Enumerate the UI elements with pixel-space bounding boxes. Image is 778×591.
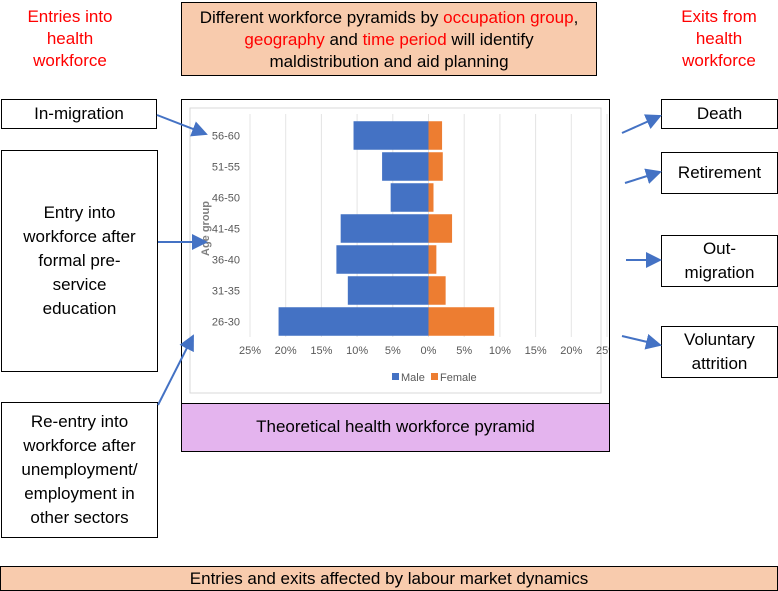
entry-box-formal-education-line: formal pre- [38,251,121,270]
y-tick-label: 36-40 [212,255,240,267]
arrow-death [621,114,662,134]
exit-box-death-text: Death [697,102,742,126]
exit-box-retirement-line: Retirement [677,163,762,182]
bar-female [428,307,495,336]
exit-box-death-line: Death [696,104,743,123]
x-tick-label: 25% [596,345,609,357]
bar-female [428,276,446,305]
exit-box-voluntary-attrition-line: attrition [691,354,748,373]
header-text: , [573,8,579,27]
bar-female [428,121,443,150]
x-tick-label: 20% [560,345,582,357]
bar-male [278,307,429,336]
x-tick-label: 5% [385,345,401,357]
exit-box-voluntary-attrition: Voluntary attrition [661,326,778,378]
entry-box-in-migration-text: In-migration [34,102,124,126]
exit-box-death: Death [661,99,778,129]
x-tick-label: 5% [456,345,472,357]
exits-header-line: health [695,29,743,48]
exit-box-retirement-text: Retirement [678,161,761,185]
pyramid-frame: 25% 20% 15% 10% 5% 0% 5% 10% 15% 20% 25% 56-60 51-55… [181,99,610,452]
exit-box-out-migration-line: migration [684,263,755,282]
exit-box-out-migration-line: Out- [702,239,737,258]
x-tick-label: 0% [421,345,437,357]
y-tick-label: 51-55 [212,162,240,174]
bar-male [382,152,429,181]
arrow-retirement [624,168,662,184]
entry-box-re-entry-line: employment in [24,484,135,503]
x-tick-label: 15% [525,345,547,357]
header-highlight: occupation group [443,8,574,27]
bar-female [428,214,453,243]
x-tick-label: 10% [489,345,511,357]
arrow-voluntary-attrition [621,333,662,350]
header-banner-line: geography and time period will identify [182,29,596,51]
entry-box-formal-education-line: education [42,299,117,318]
pyramid-chart: 25% 20% 15% 10% 5% 0% 5% 10% 15% 20% 25% 56-60 51-55… [189,107,609,394]
entry-box-formal-education: Entry into workforce after formal pre-serv… [1,150,158,372]
header-text: Different workforce pyramids by [199,8,444,27]
x-tick-label: 10% [346,345,368,357]
entries-header-text: Entries into health workforce [0,6,140,72]
x-tick-label: 25% [239,345,261,357]
exits-header-line: workforce [682,51,756,70]
entry-box-re-entry-line: workforce after [23,436,136,455]
exit-box-voluntary-attrition-text: Voluntary attrition [684,328,755,376]
bar-male [336,245,429,274]
exits-header-text: Exits from health workforce [660,6,778,72]
entry-box-formal-education-text: Entry into workforce after formal pre-serv… [23,201,135,321]
legend-label-female: Female [440,372,477,384]
bar-female [428,152,443,181]
exits-header-line: Exits from [681,7,757,26]
header-banner-line: maldistribution and aid planning [182,51,596,73]
header-banner-line: Different workforce pyramids by occupati… [182,7,596,29]
entry-box-formal-education-line: Entry into [43,203,116,222]
entry-box-re-entry-line: Re-entry into [30,412,129,431]
entry-box-re-entry: Re-entry into workforce after unemployment… [1,402,158,538]
header-text: maldistribution and aid planning [269,52,509,71]
y-tick-label: 56-60 [212,131,240,143]
y-tick-label: 41-45 [212,224,240,236]
entries-header: Entries into health workforce [0,6,140,72]
entries-header-line: health [46,29,94,48]
footer-banner: Entries and exits affected by labour mar… [0,566,778,591]
pyramid-caption: Theoretical health workforce pyramid [182,403,609,451]
header-highlight: geography [244,30,325,49]
legend-swatch-female [431,373,438,380]
legend-label-male: Male [401,372,425,384]
exit-box-voluntary-attrition-line: Voluntary [684,330,755,349]
y-tick-label: 26-30 [212,317,240,329]
y-tick-label: 31-35 [212,286,240,298]
exit-box-out-migration-text: Out-migration [685,237,755,285]
entry-box-in-migration-line: In-migration [34,104,124,123]
entry-box-re-entry-line: other sectors [30,508,129,527]
bar-male [347,276,429,305]
header-text: and [324,30,363,49]
y-tick-label: 46-50 [212,193,240,205]
exit-box-out-migration: Out-migration [661,235,778,287]
entry-box-formal-education-line: service [52,275,107,294]
exits-header: Exits from health workforce [660,6,778,72]
bar-male [390,183,429,212]
x-tick-label: 15% [310,345,332,357]
bar-male [340,214,429,243]
x-tick-label: 20% [275,345,297,357]
legend-swatch-male [392,373,399,380]
entry-box-formal-education-line: workforce after [23,227,136,246]
y-axis-label: Age group [200,201,212,256]
bar-female [428,183,434,212]
bar-male [353,121,429,150]
header-highlight: time period [362,30,447,49]
entry-box-in-migration: In-migration [1,99,157,129]
exit-box-retirement: Retirement [661,152,778,194]
bar-female [428,245,437,274]
entries-header-line: Entries into [27,7,113,26]
header-text: will identify [446,30,534,49]
header-banner: Different workforce pyramids by occupati… [181,2,597,76]
entry-box-re-entry-line: unemployment/ [21,460,138,479]
entry-box-re-entry-text: Re-entry into workforce after unemployment… [21,410,137,530]
entries-header-line: workforce [33,51,107,70]
